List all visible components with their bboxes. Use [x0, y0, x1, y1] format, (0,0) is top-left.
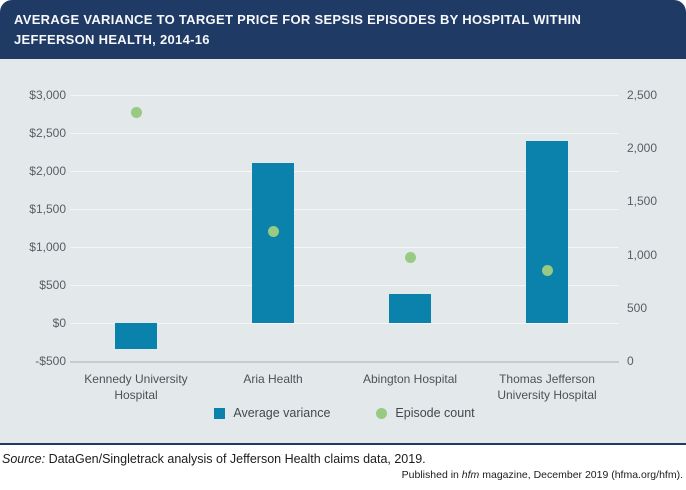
right-axis-tick-label: 2,500 [627, 88, 658, 102]
chart-footer: Source: DataGen/Singletrack analysis of … [0, 445, 686, 488]
left-axis-tick-label: $500 [39, 278, 66, 292]
episode-count-dot [267, 225, 279, 237]
legend-item-episode-count: Episode count [376, 406, 475, 420]
left-axis-tick-label: $2,500 [29, 126, 66, 140]
bar-average-variance [389, 294, 431, 323]
x-axis-category-label: Kennedy University Hospital [84, 372, 188, 402]
episode-count-dot [404, 252, 416, 264]
right-axis-tick-label: 0 [627, 354, 634, 368]
gridline [70, 133, 619, 134]
gridline [70, 171, 619, 172]
episode-count-dot [541, 264, 553, 276]
published-pre: Published in [401, 469, 462, 481]
episode-count-dot [130, 106, 142, 118]
published-post: magazine, December 2019 (hfma.org/hfm). [479, 469, 683, 481]
x-axis-baseline [70, 361, 619, 363]
legend-label: Average variance [233, 406, 331, 420]
legend-item-average-variance: Average variance [214, 406, 330, 420]
gridline [70, 247, 619, 248]
left-axis-tick-label: $0 [52, 316, 66, 330]
right-axis-tick-label: 2,000 [627, 141, 658, 156]
left-axis-tick-label: -$500 [35, 354, 66, 368]
chart-title: AVERAGE VARIANCE TO TARGET PRICE FOR SEP… [14, 12, 582, 47]
right-axis-tick-label: 500 [627, 300, 648, 315]
plot-area: Average variance Episode count $3,000 $2,… [0, 59, 686, 445]
bar-average-variance [526, 140, 568, 323]
chart-header: AVERAGE VARIANCE TO TARGET PRICE FOR SEP… [0, 0, 686, 59]
x-axis-category-label: Thomas Jefferson University Hospital [497, 372, 597, 402]
average-variance-swatch-icon [214, 407, 226, 419]
gridline [70, 209, 619, 210]
source-text: DataGen/Singletrack analysis of Jefferso… [45, 452, 426, 466]
left-axis-tick-label: $3,000 [29, 88, 66, 102]
bar-average-variance [252, 163, 294, 323]
gridline [70, 323, 619, 324]
left-axis-tick-label: $1,000 [29, 240, 66, 254]
bar-average-variance [115, 323, 157, 349]
source-prefix: Source: [2, 452, 46, 466]
gridline [70, 95, 619, 96]
x-axis-category-label: Abington Hospital [362, 372, 458, 386]
left-axis-tick-label: $1,500 [29, 202, 66, 216]
gridline [70, 285, 619, 286]
legend-label: Episode count [395, 406, 475, 420]
right-axis-tick-label: 1,000 [627, 247, 658, 262]
published-magazine-name: hfm [461, 469, 480, 481]
source-line: Source: DataGen/Singletrack analysis of … [2, 452, 426, 466]
episode-count-dot-icon [376, 407, 388, 419]
left-axis-tick-label: $2,000 [29, 164, 66, 178]
chart-legend: Average variance Episode count [70, 406, 619, 420]
x-axis-category-label: Aria Health [243, 372, 303, 386]
right-axis-tick-label: 1,500 [627, 194, 658, 209]
published-line: Published in hfm magazine, December 2019… [402, 469, 683, 481]
